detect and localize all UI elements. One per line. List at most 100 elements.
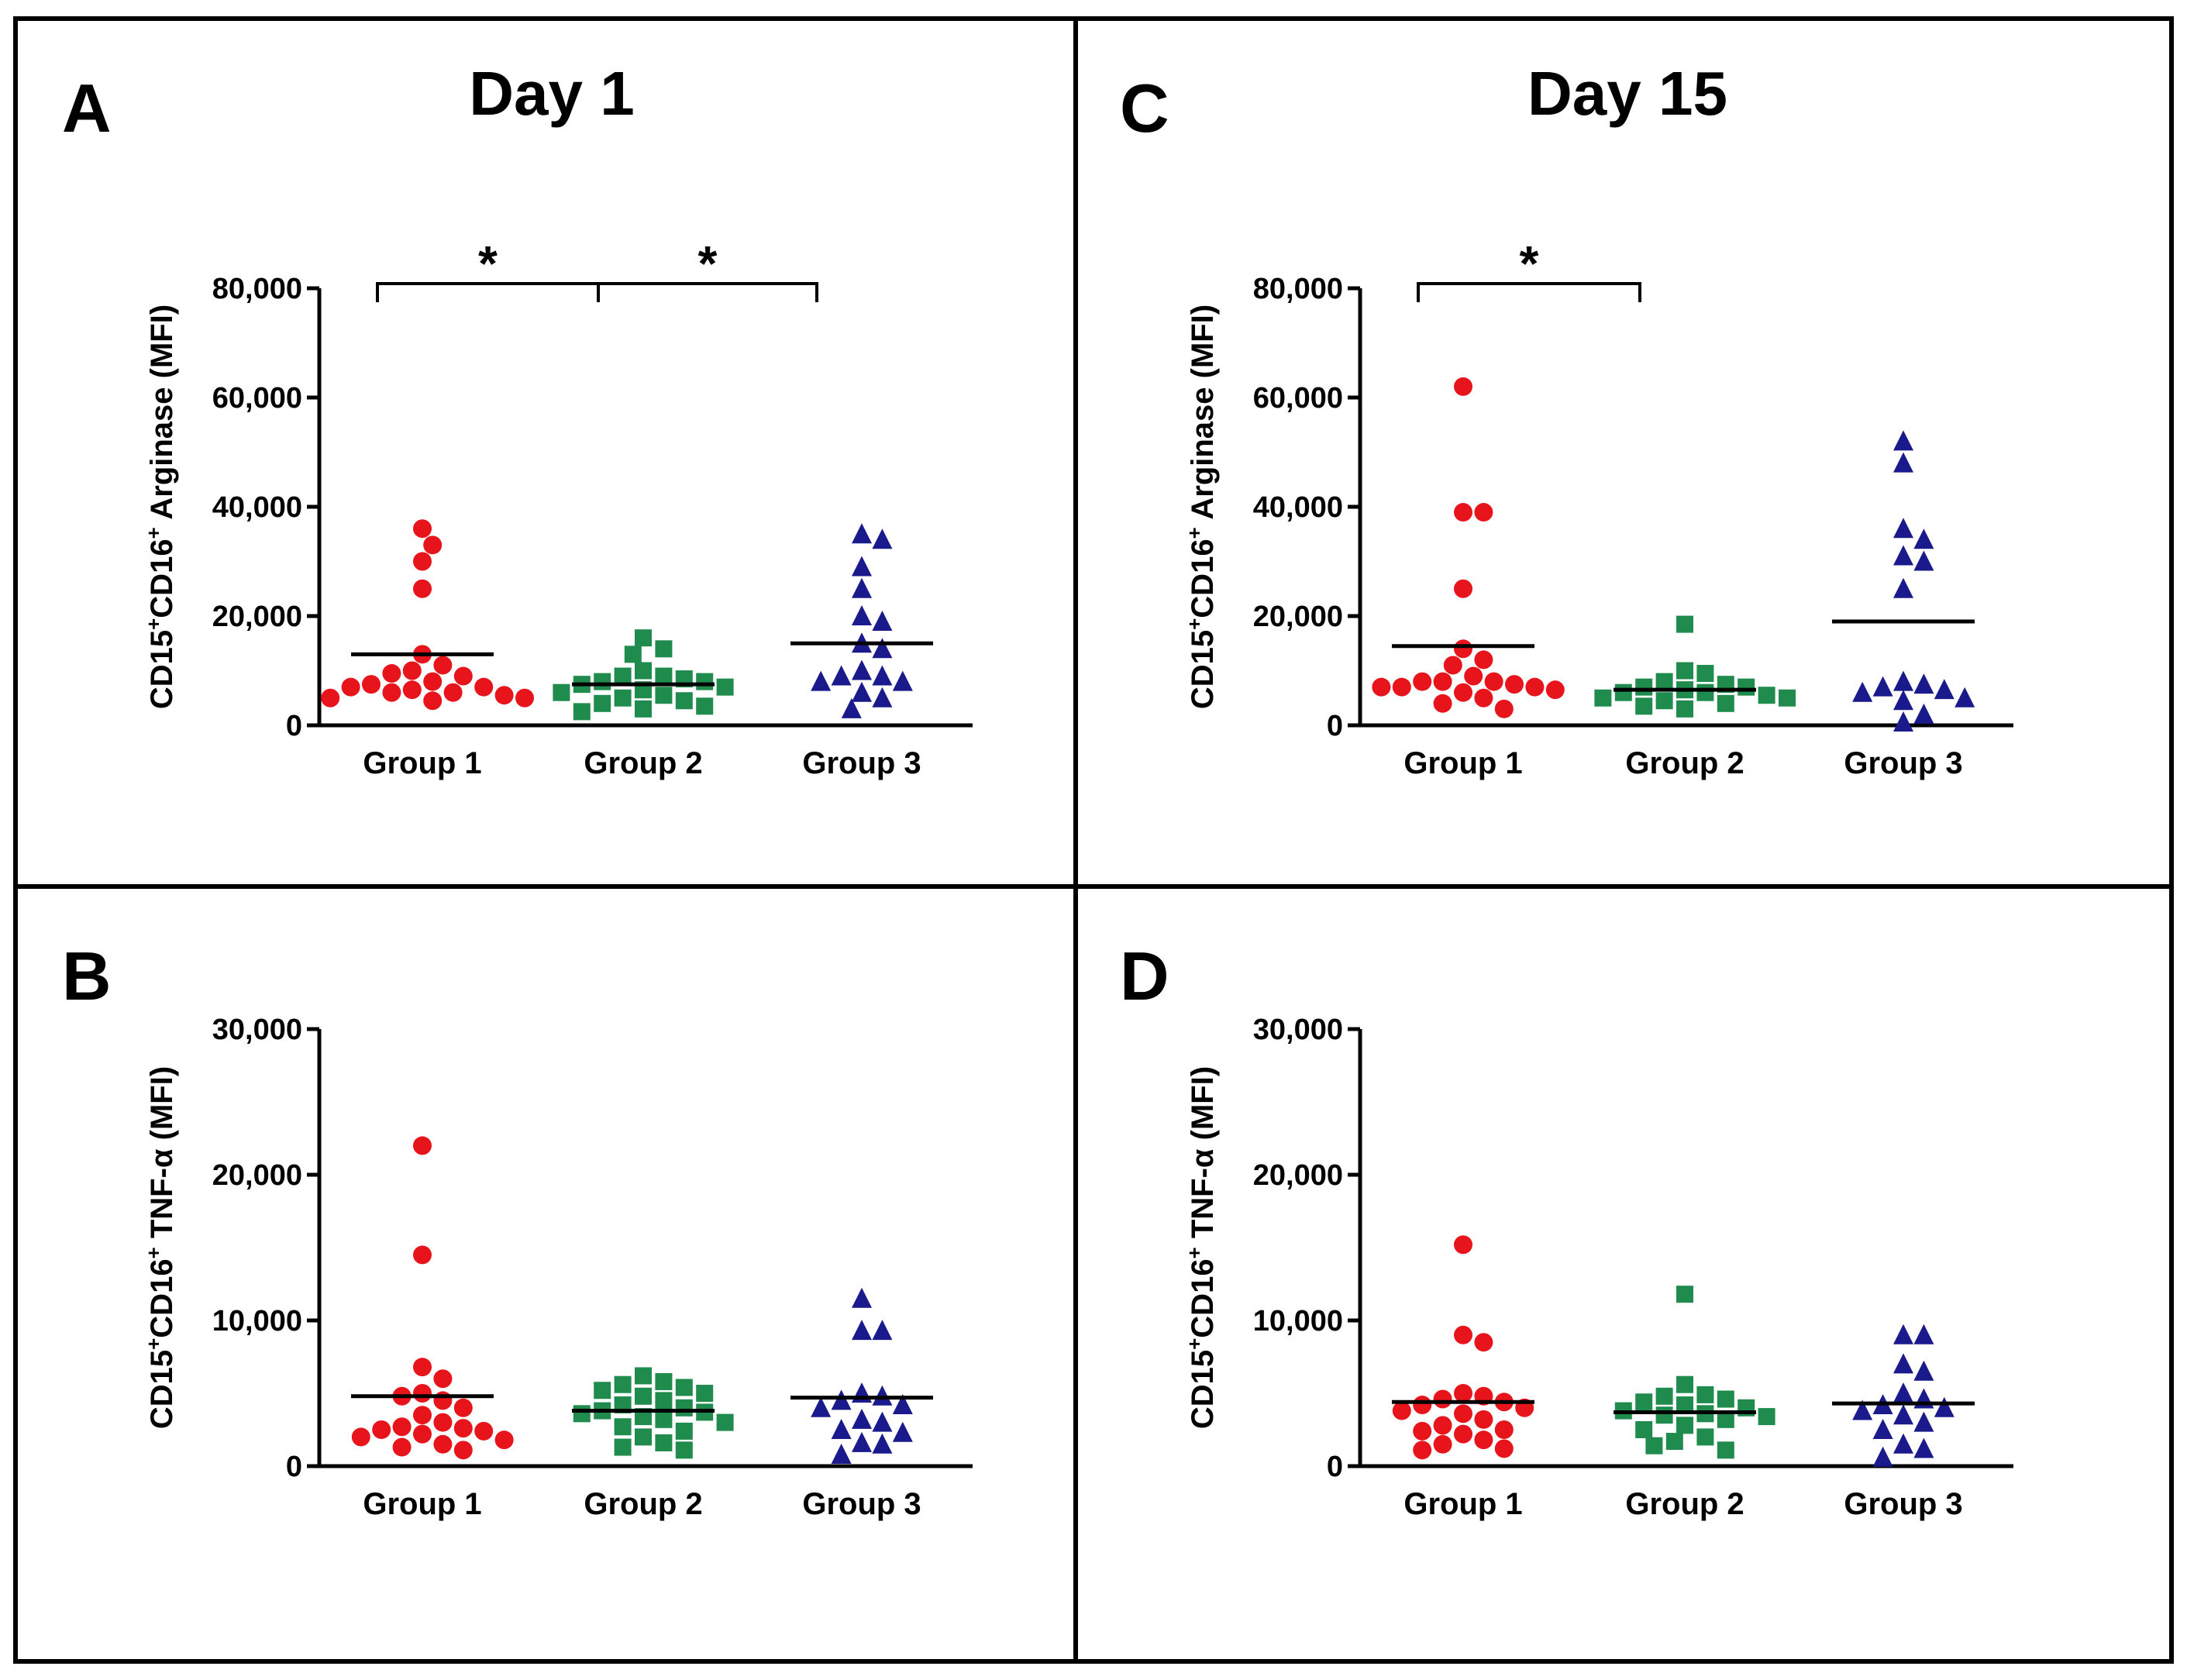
data-point-group-1	[392, 1417, 412, 1437]
y-axis-label-part: +	[142, 527, 165, 539]
y-axis-label-part: +	[1183, 527, 1206, 539]
data-point-group-2	[696, 673, 714, 690]
data-point-group-1	[1474, 1333, 1493, 1352]
data-point-group-3	[1913, 1437, 1934, 1458]
data-point-group-2	[675, 692, 693, 710]
y-axis-label-part: Arginase (MFI)	[1186, 305, 1220, 527]
y-tick-label: 0	[1327, 710, 1343, 742]
data-point-group-2	[696, 1385, 714, 1402]
data-point-group-3	[872, 1385, 893, 1406]
data-point-group-1	[494, 686, 514, 705]
y-tick-label: 80,000	[1253, 273, 1343, 305]
data-point-group-3	[841, 697, 862, 718]
data-point-group-1	[1494, 1420, 1514, 1439]
data-point-group-3	[1913, 1324, 1934, 1344]
significance-bracket	[597, 282, 818, 302]
data-point-group-1	[1454, 1235, 1472, 1255]
data-point-group-3	[1913, 1360, 1934, 1381]
data-point-group-1	[474, 1421, 494, 1441]
data-point-group-1	[1413, 1441, 1432, 1460]
data-point-group-2	[1635, 1421, 1653, 1438]
significance-star: *	[698, 236, 718, 291]
data-point-group-1	[494, 1430, 514, 1450]
data-point-group-3	[892, 1394, 913, 1415]
data-point-group-2	[1717, 1410, 1734, 1428]
data-point-group-1	[1505, 675, 1524, 694]
x-category-label: Group 1	[1403, 1487, 1522, 1521]
y-tick-label: 10,000	[1253, 1305, 1343, 1337]
data-point-group-2	[553, 683, 570, 701]
data-point-group-1	[1454, 1325, 1472, 1344]
data-point-group-1	[433, 1369, 453, 1389]
data-point-group-1	[443, 683, 463, 702]
data-point-group-1	[1433, 1389, 1452, 1409]
data-point-group-1	[392, 1437, 412, 1457]
data-point-group-3	[1893, 430, 1913, 451]
data-point-group-1	[351, 1427, 370, 1447]
data-point-group-1	[1433, 672, 1452, 691]
data-point-group-3	[1913, 528, 1934, 549]
data-point-group-3	[811, 670, 832, 691]
data-point-group-3	[1913, 1411, 1934, 1432]
data-point-group-2	[1676, 700, 1693, 718]
data-point-group-1	[515, 688, 534, 707]
panel-letter-b: B	[62, 938, 112, 1014]
y-axis-label-part: CD15	[1186, 630, 1220, 709]
data-point-group-1	[402, 680, 422, 700]
data-point-group-3	[892, 1421, 913, 1442]
data-point-group-1	[413, 1245, 432, 1265]
data-point-group-1	[433, 1391, 453, 1410]
data-point-group-1	[1443, 656, 1462, 675]
y-tick-label: 60,000	[1253, 382, 1343, 415]
data-point-group-3	[831, 1419, 852, 1439]
data-point-group-2	[1696, 1428, 1714, 1446]
data-point-group-3	[1913, 550, 1934, 571]
data-point-group-3	[1913, 673, 1934, 694]
data-point-group-3	[1934, 1396, 1955, 1417]
x-category-label: Group 3	[1844, 746, 1962, 780]
y-axis-label-part: TNF-α (MFI)	[1186, 1066, 1220, 1247]
data-point-group-3	[1852, 681, 1873, 702]
data-point-group-2	[1696, 1386, 1714, 1403]
data-point-group-1	[1413, 672, 1432, 691]
data-point-group-3	[1893, 577, 1913, 598]
y-tick-label: 40,000	[212, 491, 302, 524]
data-point-group-3	[811, 1396, 832, 1417]
x-category-label: Group 1	[363, 746, 481, 780]
column-title-day-15: Day 15	[1527, 59, 1727, 128]
x-category-label: Group 2	[584, 1487, 702, 1521]
data-point-group-2	[573, 1405, 591, 1423]
data-point-group-1	[1454, 1384, 1472, 1403]
data-point-group-2	[635, 662, 652, 680]
data-point-group-2	[1717, 1390, 1734, 1408]
data-point-group-1	[1545, 680, 1565, 700]
data-point-group-2	[1676, 1286, 1693, 1303]
data-point-group-1	[1454, 503, 1472, 522]
data-point-group-2	[655, 640, 673, 658]
data-point-group-1	[1372, 677, 1391, 697]
data-point-group-2	[1717, 1441, 1734, 1459]
data-point-group-1	[413, 579, 432, 598]
data-point-group-3	[831, 665, 852, 686]
data-point-group-3	[852, 1431, 872, 1452]
data-point-group-2	[614, 1375, 632, 1393]
data-point-group-1	[1413, 1421, 1432, 1441]
data-point-group-1	[1525, 677, 1545, 697]
data-point-group-1	[474, 677, 494, 697]
y-axis-label-part: TNF-α (MFI)	[145, 1066, 179, 1247]
data-point-group-2	[1594, 689, 1612, 707]
data-point-group-1	[1392, 1401, 1411, 1420]
data-point-group-2	[1665, 1433, 1683, 1451]
data-point-group-3	[852, 556, 872, 577]
data-point-group-1	[413, 1384, 432, 1403]
data-point-group-1	[433, 1434, 453, 1454]
data-point-group-1	[423, 672, 443, 691]
panel-letter-c: C	[1120, 70, 1169, 146]
panel-letter-a: A	[62, 70, 112, 146]
data-point-group-2	[1676, 1417, 1693, 1434]
data-point-group-3	[1893, 1382, 1913, 1403]
significance-star: *	[1520, 236, 1539, 291]
y-tick-label: 0	[1327, 1451, 1343, 1483]
data-point-group-2	[1655, 673, 1673, 690]
data-point-group-2	[1676, 615, 1693, 633]
